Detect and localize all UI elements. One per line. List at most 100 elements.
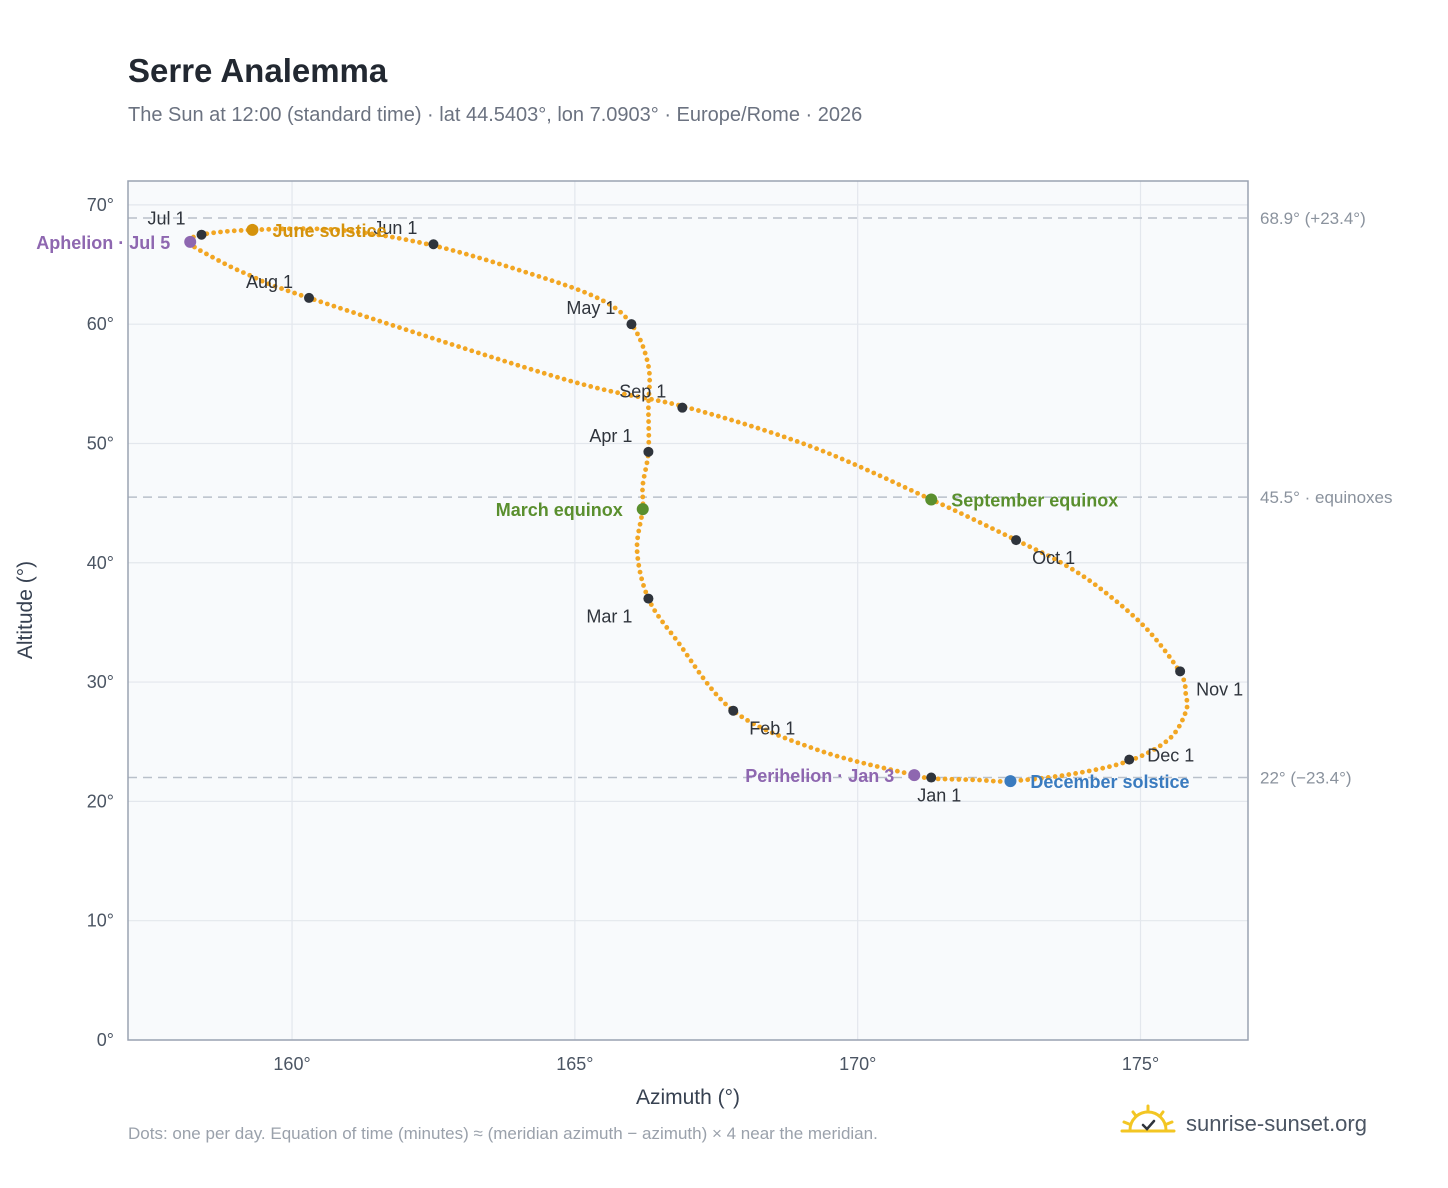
daily-sun-dot — [688, 658, 694, 664]
daily-sun-dot — [1079, 769, 1085, 775]
month-marker-label: Nov 1 — [1196, 679, 1243, 699]
daily-sun-dot — [300, 226, 306, 232]
daily-sun-dot — [662, 399, 668, 405]
daily-sun-dot — [594, 295, 600, 301]
daily-sun-dot — [1125, 608, 1130, 614]
daily-sun-dot — [827, 451, 832, 457]
daily-sun-dot — [655, 398, 661, 404]
daily-sun-dot — [561, 376, 567, 382]
daily-sun-dot — [612, 305, 618, 311]
daily-sun-dot — [643, 589, 649, 595]
daily-sun-dot — [647, 370, 652, 376]
daily-sun-dot — [247, 272, 253, 278]
daily-sun-dot — [702, 410, 708, 415]
event-marker — [636, 503, 649, 516]
daily-sun-dot — [644, 460, 650, 466]
daily-sun-dot — [834, 753, 840, 759]
daily-sun-dot — [821, 749, 827, 755]
daily-sun-dot — [646, 364, 651, 369]
daily-sun-dot — [621, 391, 627, 397]
daily-sun-dot — [1133, 755, 1139, 761]
month-marker — [643, 593, 654, 604]
daily-sun-dot — [1052, 556, 1057, 562]
daily-sun-dot — [641, 583, 646, 588]
event-label: Aphelion · Jul 5 — [36, 233, 170, 253]
daily-sun-dot — [641, 473, 647, 479]
daily-sun-dot — [238, 228, 244, 233]
month-marker — [304, 292, 315, 303]
daily-sun-dot — [1075, 570, 1081, 576]
daily-sun-dot — [668, 630, 674, 636]
daily-sun-dot — [601, 387, 607, 393]
month-markers: Jan 1 Feb 1 Mar 1 Apr 1 May 1 Jun 1 Jul 1 Aug 1… — [148, 209, 1244, 806]
brand[interactable]: sunrise-sunset.org — [1120, 1104, 1367, 1143]
daily-sun-dot — [1025, 777, 1031, 783]
daily-sun-dot — [983, 523, 989, 528]
daily-sun-dot — [510, 265, 515, 271]
daily-sun-dot — [231, 228, 237, 234]
daily-sun-dot — [608, 388, 614, 394]
daily-sun-dot — [528, 366, 534, 372]
daily-sun-dot — [482, 352, 488, 358]
daily-sun-dot — [477, 255, 482, 261]
daily-sun-dot — [915, 490, 920, 496]
daily-sun-dot — [403, 237, 409, 243]
month-marker-label: Apr 1 — [589, 426, 632, 446]
daily-sun-dot — [272, 283, 278, 289]
daily-sun-dot — [921, 493, 927, 499]
daily-sun-dot — [606, 301, 612, 307]
daily-sun-dot — [324, 301, 330, 307]
daily-sun-dot — [858, 464, 864, 470]
reference-line-label: 22° (−23.4°) — [1260, 769, 1352, 788]
daily-sun-dot — [644, 357, 650, 363]
daily-sun-dot — [536, 274, 542, 279]
y-tick-label: 30° — [87, 672, 114, 692]
daily-sun-dot — [684, 652, 690, 658]
daily-sun-dot — [646, 405, 651, 411]
daily-sun-dot — [628, 393, 634, 398]
daily-sun-dot — [1103, 590, 1109, 596]
daily-sun-dot — [997, 778, 1003, 784]
daily-sun-dot — [436, 337, 442, 343]
daily-sun-dot — [871, 470, 877, 476]
daily-sun-dot — [456, 344, 462, 349]
month-marker-label: Sep 1 — [619, 382, 666, 402]
daily-sun-dot — [222, 261, 228, 267]
brand-name[interactable]: sunrise-sunset.org — [1186, 1110, 1367, 1136]
daily-sun-dot — [656, 613, 661, 619]
daily-sun-dot — [977, 777, 982, 783]
month-marker — [626, 319, 637, 330]
event-marker — [925, 493, 938, 506]
x-tick-label: 175° — [1122, 1054, 1159, 1074]
daily-sun-dot — [820, 448, 826, 454]
daily-sun-dot — [575, 287, 581, 293]
daily-sun-dot — [1081, 574, 1087, 580]
daily-sun-dot — [660, 619, 665, 625]
daily-sun-dot — [376, 232, 382, 238]
daily-sun-dot — [1158, 643, 1164, 648]
daily-sun-dot — [1130, 612, 1136, 618]
x-tick-label: 170° — [839, 1054, 876, 1074]
daily-sun-dot — [228, 264, 234, 270]
daily-sun-dot — [588, 292, 594, 298]
daily-sun-dot — [216, 258, 221, 263]
daily-sun-dot — [204, 251, 209, 257]
daily-sun-dot — [1002, 532, 1008, 538]
daily-sun-dot — [1073, 771, 1078, 776]
daily-sun-dot — [808, 745, 814, 750]
daily-sun-dot — [640, 344, 646, 349]
daily-sun-dot — [600, 298, 606, 304]
daily-sun-dot — [639, 576, 645, 582]
month-marker — [677, 402, 688, 413]
daily-sun-dot — [877, 473, 883, 479]
daily-sun-dot — [646, 419, 651, 424]
daily-sun-dot — [789, 738, 794, 743]
daily-sun-dot — [745, 718, 750, 723]
daily-sun-dot — [640, 487, 645, 493]
daily-sun-dot — [397, 325, 402, 330]
daily-sun-dot — [636, 528, 642, 534]
month-marker — [1011, 535, 1022, 546]
daily-sun-dot — [535, 368, 541, 374]
daily-sun-dot — [280, 226, 285, 232]
daily-sun-dot — [338, 305, 343, 311]
